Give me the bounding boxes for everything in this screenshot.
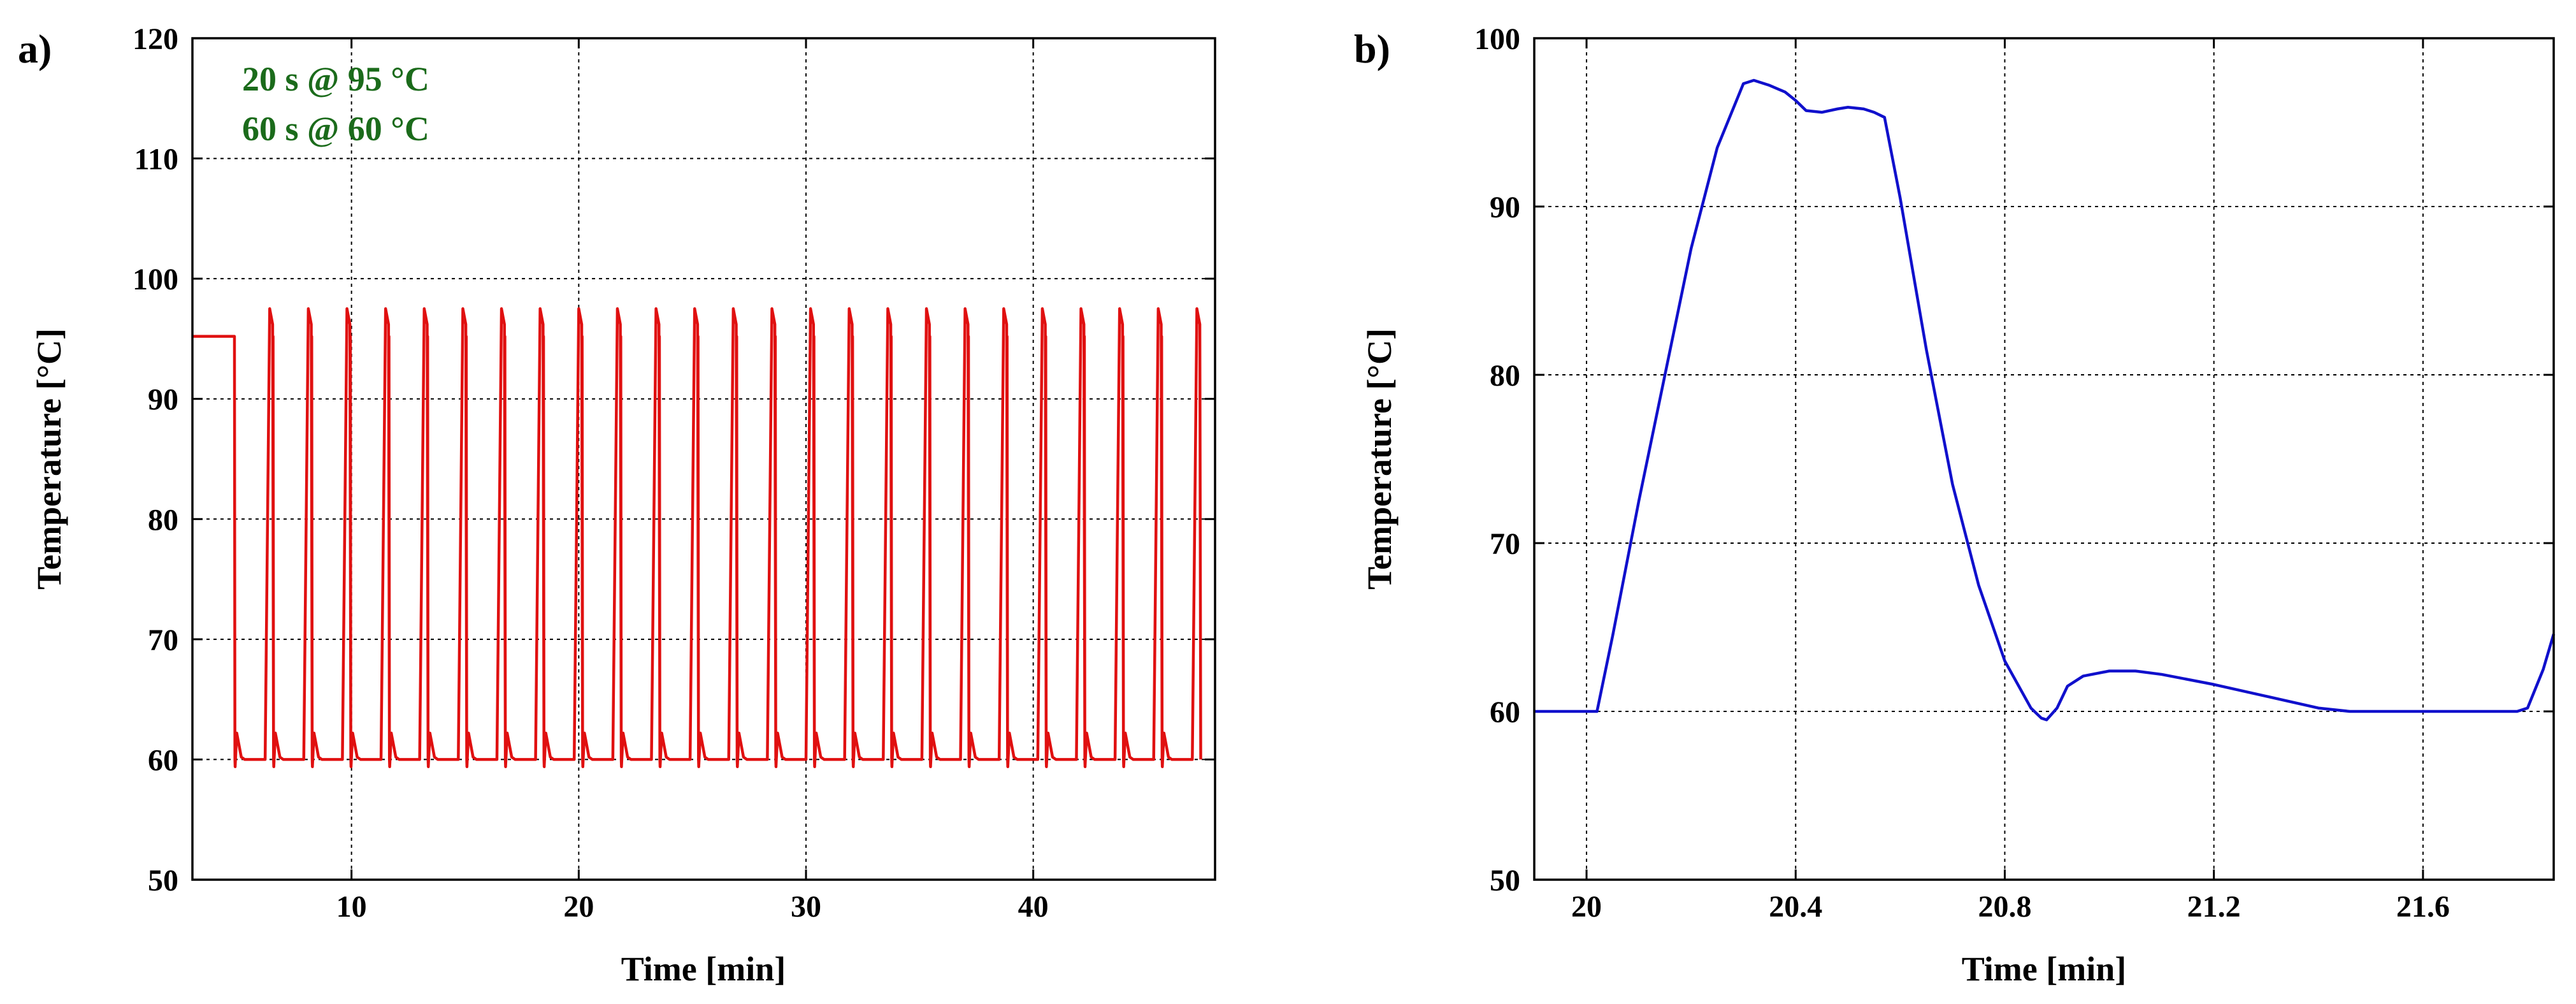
- y-tick-label: 80: [1490, 359, 1520, 393]
- panel-b-y-axis-title: Temperature [°C]: [1360, 328, 1399, 590]
- annotation-hold-95: 20 s @ 95 °C: [242, 60, 429, 98]
- panel-b-label: b): [1354, 26, 1390, 71]
- y-tick-label: 90: [148, 383, 178, 417]
- panel-a-y-axis-title: Temperature [°C]: [30, 328, 68, 590]
- y-tick-label: 100: [133, 263, 178, 296]
- y-tick-label: 120: [133, 22, 178, 56]
- x-tick-label: 20.4: [1769, 890, 1822, 924]
- y-tick-label: 70: [148, 623, 178, 657]
- x-tick-label: 40: [1018, 890, 1049, 924]
- x-tick-label: 21.2: [2187, 890, 2241, 924]
- annotation-hold-60: 60 s @ 60 °C: [242, 110, 429, 148]
- y-tick-label: 50: [148, 864, 178, 898]
- panel-b-x-axis-title: Time [min]: [1962, 950, 2126, 988]
- y-tick-label: 60: [148, 743, 178, 777]
- panel-a-x-axis-title: Time [min]: [621, 950, 786, 988]
- y-tick-label: 80: [148, 503, 178, 537]
- panel-a-temperature-series: [192, 307, 1202, 768]
- x-tick-label: 20: [1571, 890, 1602, 924]
- panel-b-plot-frame: [1533, 37, 2555, 881]
- y-tick-label: 50: [1490, 864, 1520, 898]
- x-tick-label: 20.8: [1978, 890, 2031, 924]
- y-tick-label: 100: [1474, 22, 1520, 56]
- x-tick-label: 20: [563, 890, 594, 924]
- y-tick-label: 70: [1490, 527, 1520, 561]
- panel-b-chart: b) 20 20.4 20.8 21.2 21.6 50 60 70 80 90 100 Time …: [1354, 22, 2556, 988]
- panel-a-plot-frame: [191, 37, 1216, 881]
- panel-a-chart: a) 10 20 30 40 50 60 70 80 90 100 110 120 20 s @ 95…: [18, 22, 1216, 988]
- x-tick-label: 10: [336, 890, 367, 924]
- x-tick-label: 30: [791, 890, 821, 924]
- y-tick-label: 90: [1490, 191, 1520, 224]
- panel-a-label: a): [18, 26, 52, 71]
- y-tick-label: 60: [1490, 695, 1520, 729]
- x-tick-label: 21.6: [2396, 890, 2450, 924]
- y-tick-label: 110: [134, 143, 178, 177]
- panel-b-temperature-series: [1534, 78, 2556, 722]
